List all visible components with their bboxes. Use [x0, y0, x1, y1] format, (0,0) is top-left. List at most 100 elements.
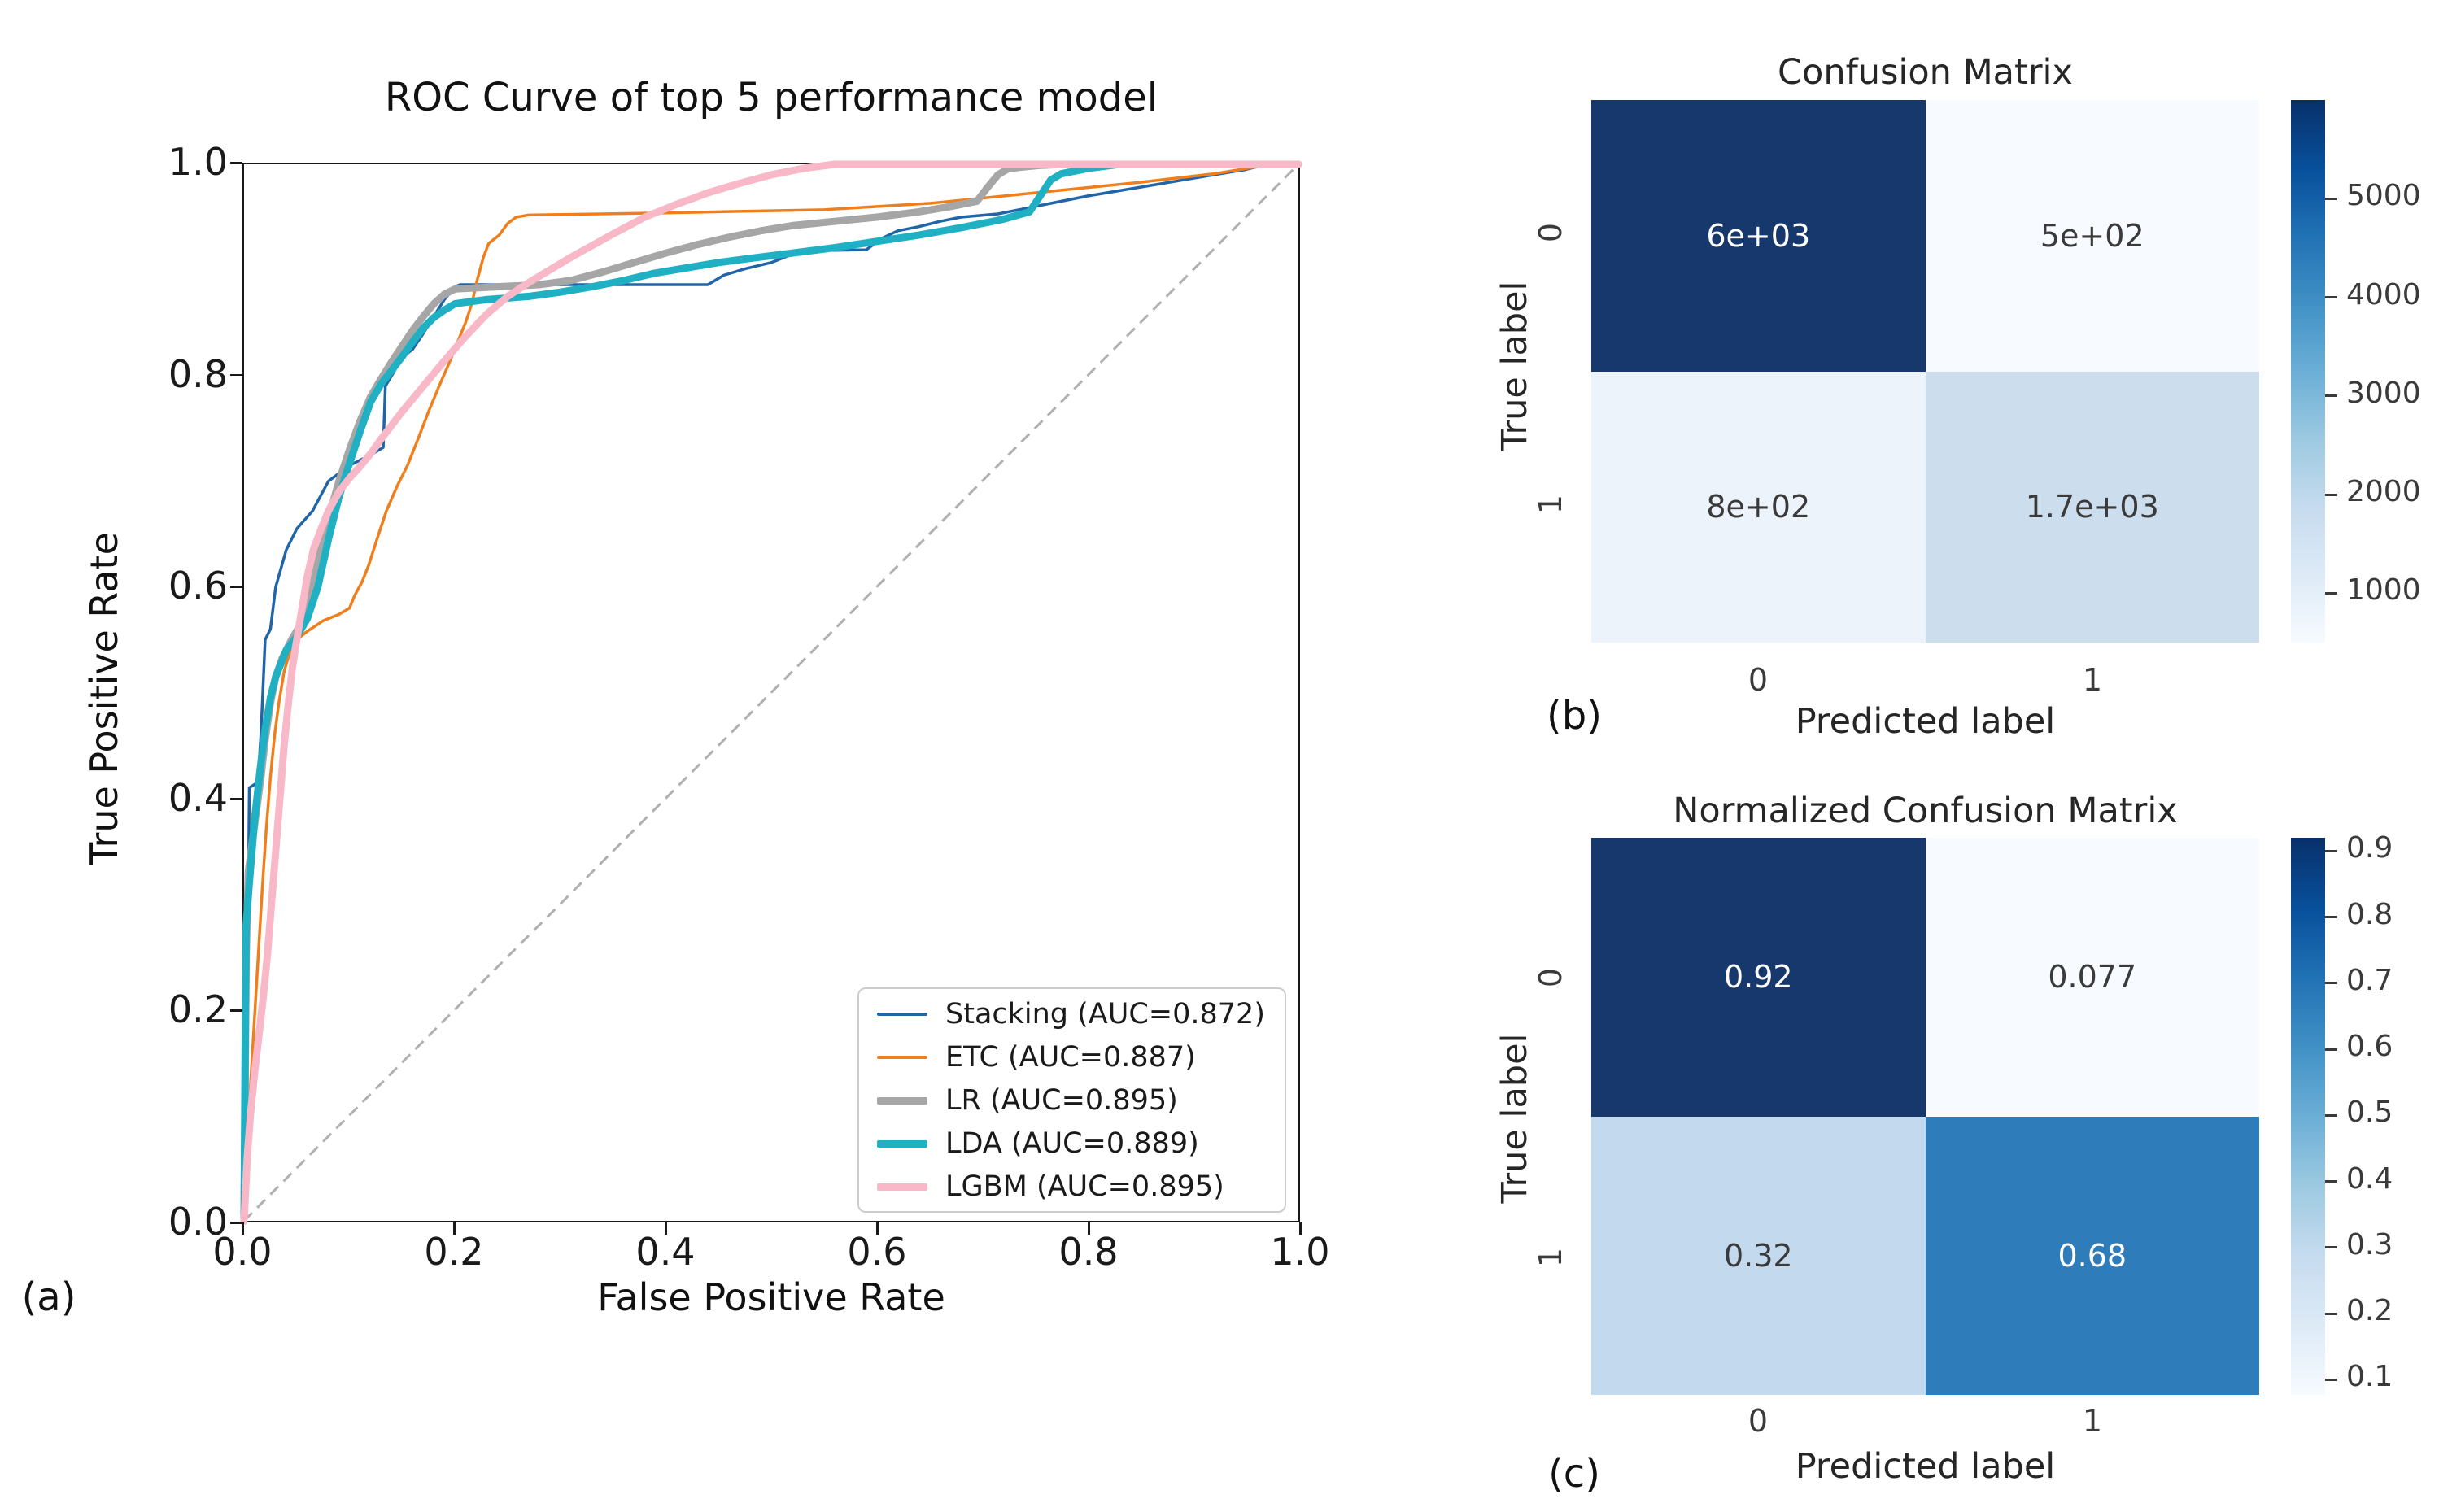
cm-cell-0-0: 6e+03: [1591, 100, 1926, 372]
roc-legend: Stacking (AUC=0.872) ETC (AUC=0.887) LR …: [857, 987, 1286, 1213]
roc-xtick-mark: [453, 1222, 456, 1235]
legend-label: LR (AUC=0.895): [945, 1084, 1178, 1117]
roc-xtick-label: 1.0: [1270, 1230, 1330, 1274]
roc-ytick-mark: [230, 1222, 242, 1224]
ncm-title: Normalized Confusion Matrix: [1673, 791, 2178, 831]
colorbar-tick-label: 0.5: [2346, 1096, 2393, 1130]
roc-ytick-mark: [230, 162, 242, 164]
roc-xtick-label: 0.4: [635, 1230, 696, 1274]
cm-xtick-1: 1: [2082, 662, 2103, 698]
stacking-line-swatch: [877, 1012, 927, 1017]
legend-label: ETC (AUC=0.887): [945, 1041, 1196, 1074]
lgbm-line-swatch: [877, 1183, 927, 1191]
legend-item-lda: LDA (AUC=0.889): [859, 1122, 1285, 1165]
roc-plot-area: [240, 160, 1302, 1225]
colorbar-tick-label: 0.6: [2346, 1030, 2393, 1064]
colorbar-tick-mark: [2325, 493, 2337, 496]
roc-xtick-mark: [1299, 1222, 1302, 1235]
roc-ytick-label: 0.0: [168, 1200, 228, 1244]
roc-xtick-label: 0.2: [424, 1230, 484, 1274]
roc-xtick-mark: [876, 1222, 879, 1235]
colorbar-tick-label: 3000: [2346, 376, 2421, 410]
panel-letter-a: (a): [21, 1275, 76, 1320]
roc-curves-svg: [240, 160, 1302, 1225]
colorbar-tick-mark: [2325, 1048, 2337, 1051]
colorbar-tick-mark: [2325, 394, 2337, 398]
legend-item-lgbm: LGBM (AUC=0.895): [859, 1166, 1285, 1208]
cm-cell-1-1: 1.7e+03: [1925, 371, 2259, 643]
roc-title: ROC Curve of top 5 performance model: [384, 75, 1158, 120]
roc-ylabel: True Positive Rate: [82, 532, 126, 865]
colorbar-tick-label: 0.4: [2346, 1161, 2393, 1196]
cm-cell-1-0: 8e+02: [1591, 371, 1926, 643]
lda-line-swatch: [877, 1139, 927, 1148]
legend-item-stacking: Stacking (AUC=0.872): [859, 993, 1285, 1035]
cm-heatmap: 6e+03 5e+02 8e+02 1.7e+03: [1591, 100, 2259, 643]
roc-ytick-label: 0.8: [168, 351, 228, 396]
roc-xtick-label: 0.0: [212, 1230, 273, 1274]
roc-ytick-label: 0.6: [168, 564, 228, 608]
colorbar-tick-label: 0.2: [2346, 1294, 2393, 1328]
roc-diagonal-reference-line: [242, 163, 1300, 1222]
cm-ytick-0: 0: [1533, 222, 1569, 243]
roc-curve-etc: [242, 163, 1300, 1222]
colorbar-tick-mark: [2325, 591, 2337, 595]
roc-xtick-mark: [1088, 1222, 1090, 1235]
colorbar-tick-label: 0.7: [2346, 963, 2393, 997]
roc-xtick-mark: [665, 1222, 667, 1235]
colorbar-tick-label: 4000: [2346, 277, 2421, 312]
ncm-xlabel: Predicted label: [1795, 1446, 2056, 1487]
roc-ytick-label: 0.4: [168, 775, 228, 820]
legend-item-etc: ETC (AUC=0.887): [859, 1036, 1285, 1078]
ncm-ytick-0: 0: [1533, 967, 1569, 988]
cm-title: Confusion Matrix: [1778, 52, 2073, 93]
etc-line-swatch: [877, 1055, 927, 1060]
colorbar-tick-label: 0.3: [2346, 1227, 2393, 1261]
legend-label: LDA (AUC=0.889): [945, 1127, 1199, 1160]
roc-xtick-mark: [242, 1222, 244, 1235]
ncm-ylabel: True label: [1494, 1033, 1535, 1204]
legend-label: LGBM (AUC=0.895): [945, 1170, 1224, 1203]
roc-xlabel: False Positive Rate: [597, 1275, 945, 1319]
colorbar-tick-mark: [2325, 1246, 2337, 1249]
colorbar-tick-mark: [2325, 849, 2337, 852]
colorbar-tick-mark: [2325, 296, 2337, 299]
roc-ytick-label: 0.2: [168, 987, 228, 1032]
ncm-xtick-1: 1: [2082, 1403, 2103, 1439]
roc-curve-lda: [240, 160, 1302, 1225]
ncm-heatmap: 0.92 0.077 0.32 0.68: [1591, 838, 2259, 1395]
colorbar-tick-label: 0.9: [2346, 831, 2393, 865]
lr-line-swatch: [877, 1096, 927, 1105]
ncm-xtick-0: 0: [1747, 1403, 1769, 1439]
panel-letter-b: (b): [1547, 693, 1602, 739]
cm-colorbar: [2291, 100, 2325, 643]
colorbar-tick-label: 2000: [2346, 475, 2421, 509]
cm-xlabel: Predicted label: [1795, 701, 2056, 742]
ncm-cell-1-1: 0.68: [1925, 1116, 2259, 1395]
cm-ytick-1: 1: [1533, 494, 1569, 515]
colorbar-tick-mark: [2325, 1113, 2337, 1117]
panel-letter-c: (c): [1548, 1451, 1600, 1497]
ncm-ytick-1: 1: [1533, 1247, 1569, 1268]
colorbar-tick-mark: [2325, 982, 2337, 985]
ncm-colorbar: [2291, 838, 2325, 1395]
colorbar-tick-label: 0.1: [2346, 1360, 2393, 1394]
roc-xtick-label: 0.8: [1058, 1230, 1119, 1274]
cm-ylabel: True label: [1494, 281, 1535, 451]
colorbar-tick-mark: [2325, 197, 2337, 200]
colorbar-tick-mark: [2325, 1180, 2337, 1183]
legend-item-lr: LR (AUC=0.895): [859, 1079, 1285, 1122]
colorbar-tick-mark: [2325, 1378, 2337, 1381]
ncm-cell-0-1: 0.077: [1925, 838, 2259, 1117]
roc-ytick-mark: [230, 1009, 242, 1012]
roc-ytick-label: 1.0: [168, 140, 228, 184]
colorbar-tick-mark: [2325, 1312, 2337, 1315]
ncm-cell-1-0: 0.32: [1591, 1116, 1926, 1395]
colorbar-tick-label: 0.8: [2346, 897, 2393, 931]
ncm-cell-0-0: 0.92: [1591, 838, 1926, 1117]
roc-xtick-label: 0.6: [847, 1230, 907, 1274]
colorbar-tick-label: 5000: [2346, 179, 2421, 213]
roc-curve-lgbm: [240, 160, 1302, 1225]
cm-cell-0-1: 5e+02: [1925, 100, 2259, 372]
